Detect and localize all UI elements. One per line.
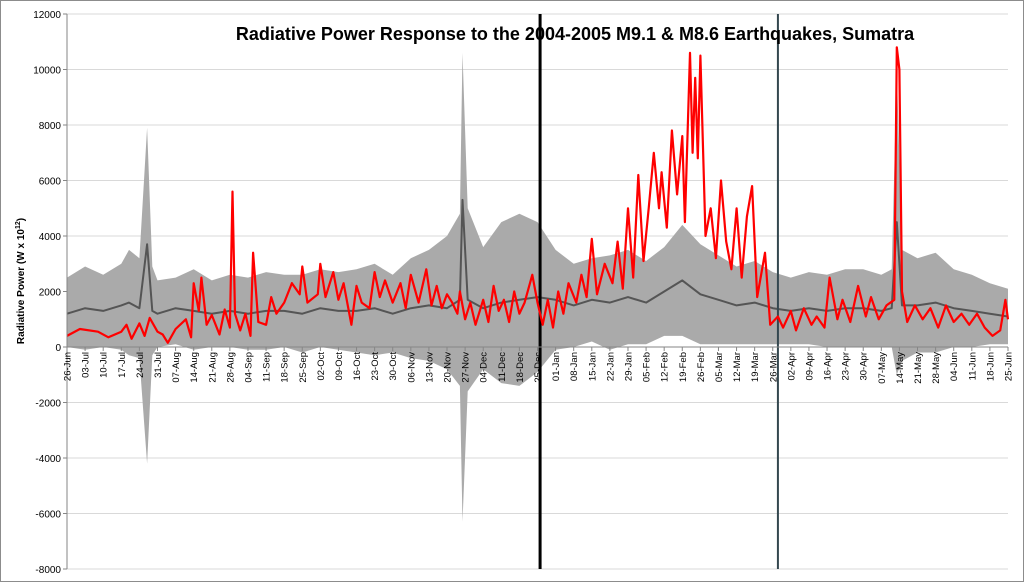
x-tick-label: 20-Nov bbox=[443, 352, 454, 383]
x-tick-label: 18-Sep bbox=[280, 352, 291, 383]
x-tick-label: 14-Aug bbox=[189, 352, 200, 383]
observed-line bbox=[66, 46, 1010, 344]
band-area bbox=[67, 52, 1008, 522]
mean-series bbox=[66, 198, 1009, 318]
x-tick-label: 23-Oct bbox=[370, 352, 381, 381]
y-tick-label: 12000 bbox=[33, 10, 61, 21]
x-tick-labels: 26-Jun 03-Jul 10-Jul 17-Jul 24-Jul 31-Jul 07-A… bbox=[63, 347, 1015, 384]
mean-line bbox=[66, 198, 1009, 318]
x-tick-label: 25-Sep bbox=[298, 352, 309, 383]
x-tick-label: 17-Jul bbox=[117, 352, 128, 378]
x-tick-label: 12-Feb bbox=[660, 352, 671, 382]
y-tick-label: -2000 bbox=[35, 399, 61, 410]
y-tick-label: 0 bbox=[55, 343, 61, 354]
x-tick-label: 16-Oct bbox=[352, 352, 363, 381]
y-tick-label: 4000 bbox=[39, 232, 62, 243]
y-tick-label: -6000 bbox=[35, 510, 61, 521]
x-tick-label: 19-Mar bbox=[750, 352, 761, 382]
x-tick-label: 14-May bbox=[895, 352, 906, 384]
x-tick-label: 07-Aug bbox=[171, 352, 182, 383]
x-tick-label: 21-Aug bbox=[207, 352, 218, 383]
x-tick-label: 21-May bbox=[913, 352, 924, 384]
x-tick-label: 27-Nov bbox=[461, 352, 472, 383]
x-tick-label: 18-Jun bbox=[985, 352, 996, 381]
x-tick-label: 22-Jan bbox=[605, 352, 616, 381]
y-tick-label: -8000 bbox=[35, 565, 61, 576]
x-tick-label: 18-Dec bbox=[515, 352, 526, 383]
x-tick-label: 03-Jul bbox=[81, 352, 92, 378]
x-tick-label: 09-Oct bbox=[334, 352, 345, 381]
y-tick-label: 10000 bbox=[33, 66, 61, 77]
x-tick-label: 02-Oct bbox=[316, 352, 327, 381]
x-tick-label: 28-Aug bbox=[225, 352, 236, 383]
x-tick-label: 04-Sep bbox=[244, 352, 255, 383]
x-tick-label: 04-Dec bbox=[479, 352, 490, 383]
x-tick-label: 26-Mar bbox=[768, 352, 779, 382]
x-tick-label: 16-Apr bbox=[823, 352, 834, 381]
x-tick-label: 24-Jul bbox=[135, 352, 146, 378]
observed-series bbox=[66, 46, 1010, 344]
y-tick-labels: -8000 -6000 -4000 -2000 0 2000 4000 6000 8000 100… bbox=[33, 10, 67, 576]
x-tick-label: 06-Nov bbox=[406, 352, 417, 383]
x-tick-label: 04-Jun bbox=[949, 352, 960, 381]
x-tick-label: 19-Feb bbox=[678, 352, 689, 382]
x-tick-label: 05-Mar bbox=[714, 352, 725, 382]
x-tick-label: 11-Dec bbox=[497, 352, 508, 382]
x-tick-label: 12-Mar bbox=[732, 352, 743, 382]
x-tick-label: 05-Feb bbox=[642, 352, 653, 382]
x-tick-label: 07-May bbox=[877, 352, 888, 384]
x-tick-label: 15-Jan bbox=[587, 352, 598, 381]
variability-band bbox=[67, 52, 1008, 522]
x-tick-label: 23-Apr bbox=[841, 352, 852, 381]
x-tick-label: 11-Jun bbox=[967, 352, 978, 380]
x-tick-label: 30-Oct bbox=[388, 352, 399, 381]
y-tick-label: 2000 bbox=[39, 288, 62, 299]
x-tick-label: 13-Nov bbox=[424, 352, 435, 383]
x-tick-label: 10-Jul bbox=[99, 352, 110, 378]
x-tick-label: 31-Jul bbox=[153, 352, 164, 378]
x-tick-label: 01-Jan bbox=[551, 352, 562, 381]
x-tick-label: 28-May bbox=[931, 352, 942, 384]
x-tick-label: 26-Jun bbox=[63, 352, 74, 381]
y-tick-label: -4000 bbox=[35, 454, 61, 465]
x-tick-label: 25-Jun bbox=[1004, 352, 1015, 381]
y-axis-label: Radiative Power (W x 1012) bbox=[15, 218, 27, 344]
y-tick-label: 6000 bbox=[39, 177, 62, 188]
y-tick-label: 8000 bbox=[39, 121, 62, 132]
x-tick-label: 11-Sep bbox=[262, 352, 273, 382]
event-markers bbox=[538, 14, 779, 569]
x-tick-label: 29-Jan bbox=[624, 352, 635, 381]
x-tick-label: 26-Feb bbox=[696, 352, 707, 382]
x-tick-label: 08-Jan bbox=[569, 352, 580, 381]
x-tick-label: 25-Dec bbox=[533, 352, 544, 383]
x-tick-label: 09-Apr bbox=[804, 352, 815, 381]
x-tick-label: 02-Apr bbox=[786, 352, 797, 381]
chart-title: Radiative Power Response to the 2004-200… bbox=[236, 24, 915, 44]
x-tick-label: 30-Apr bbox=[859, 352, 870, 381]
